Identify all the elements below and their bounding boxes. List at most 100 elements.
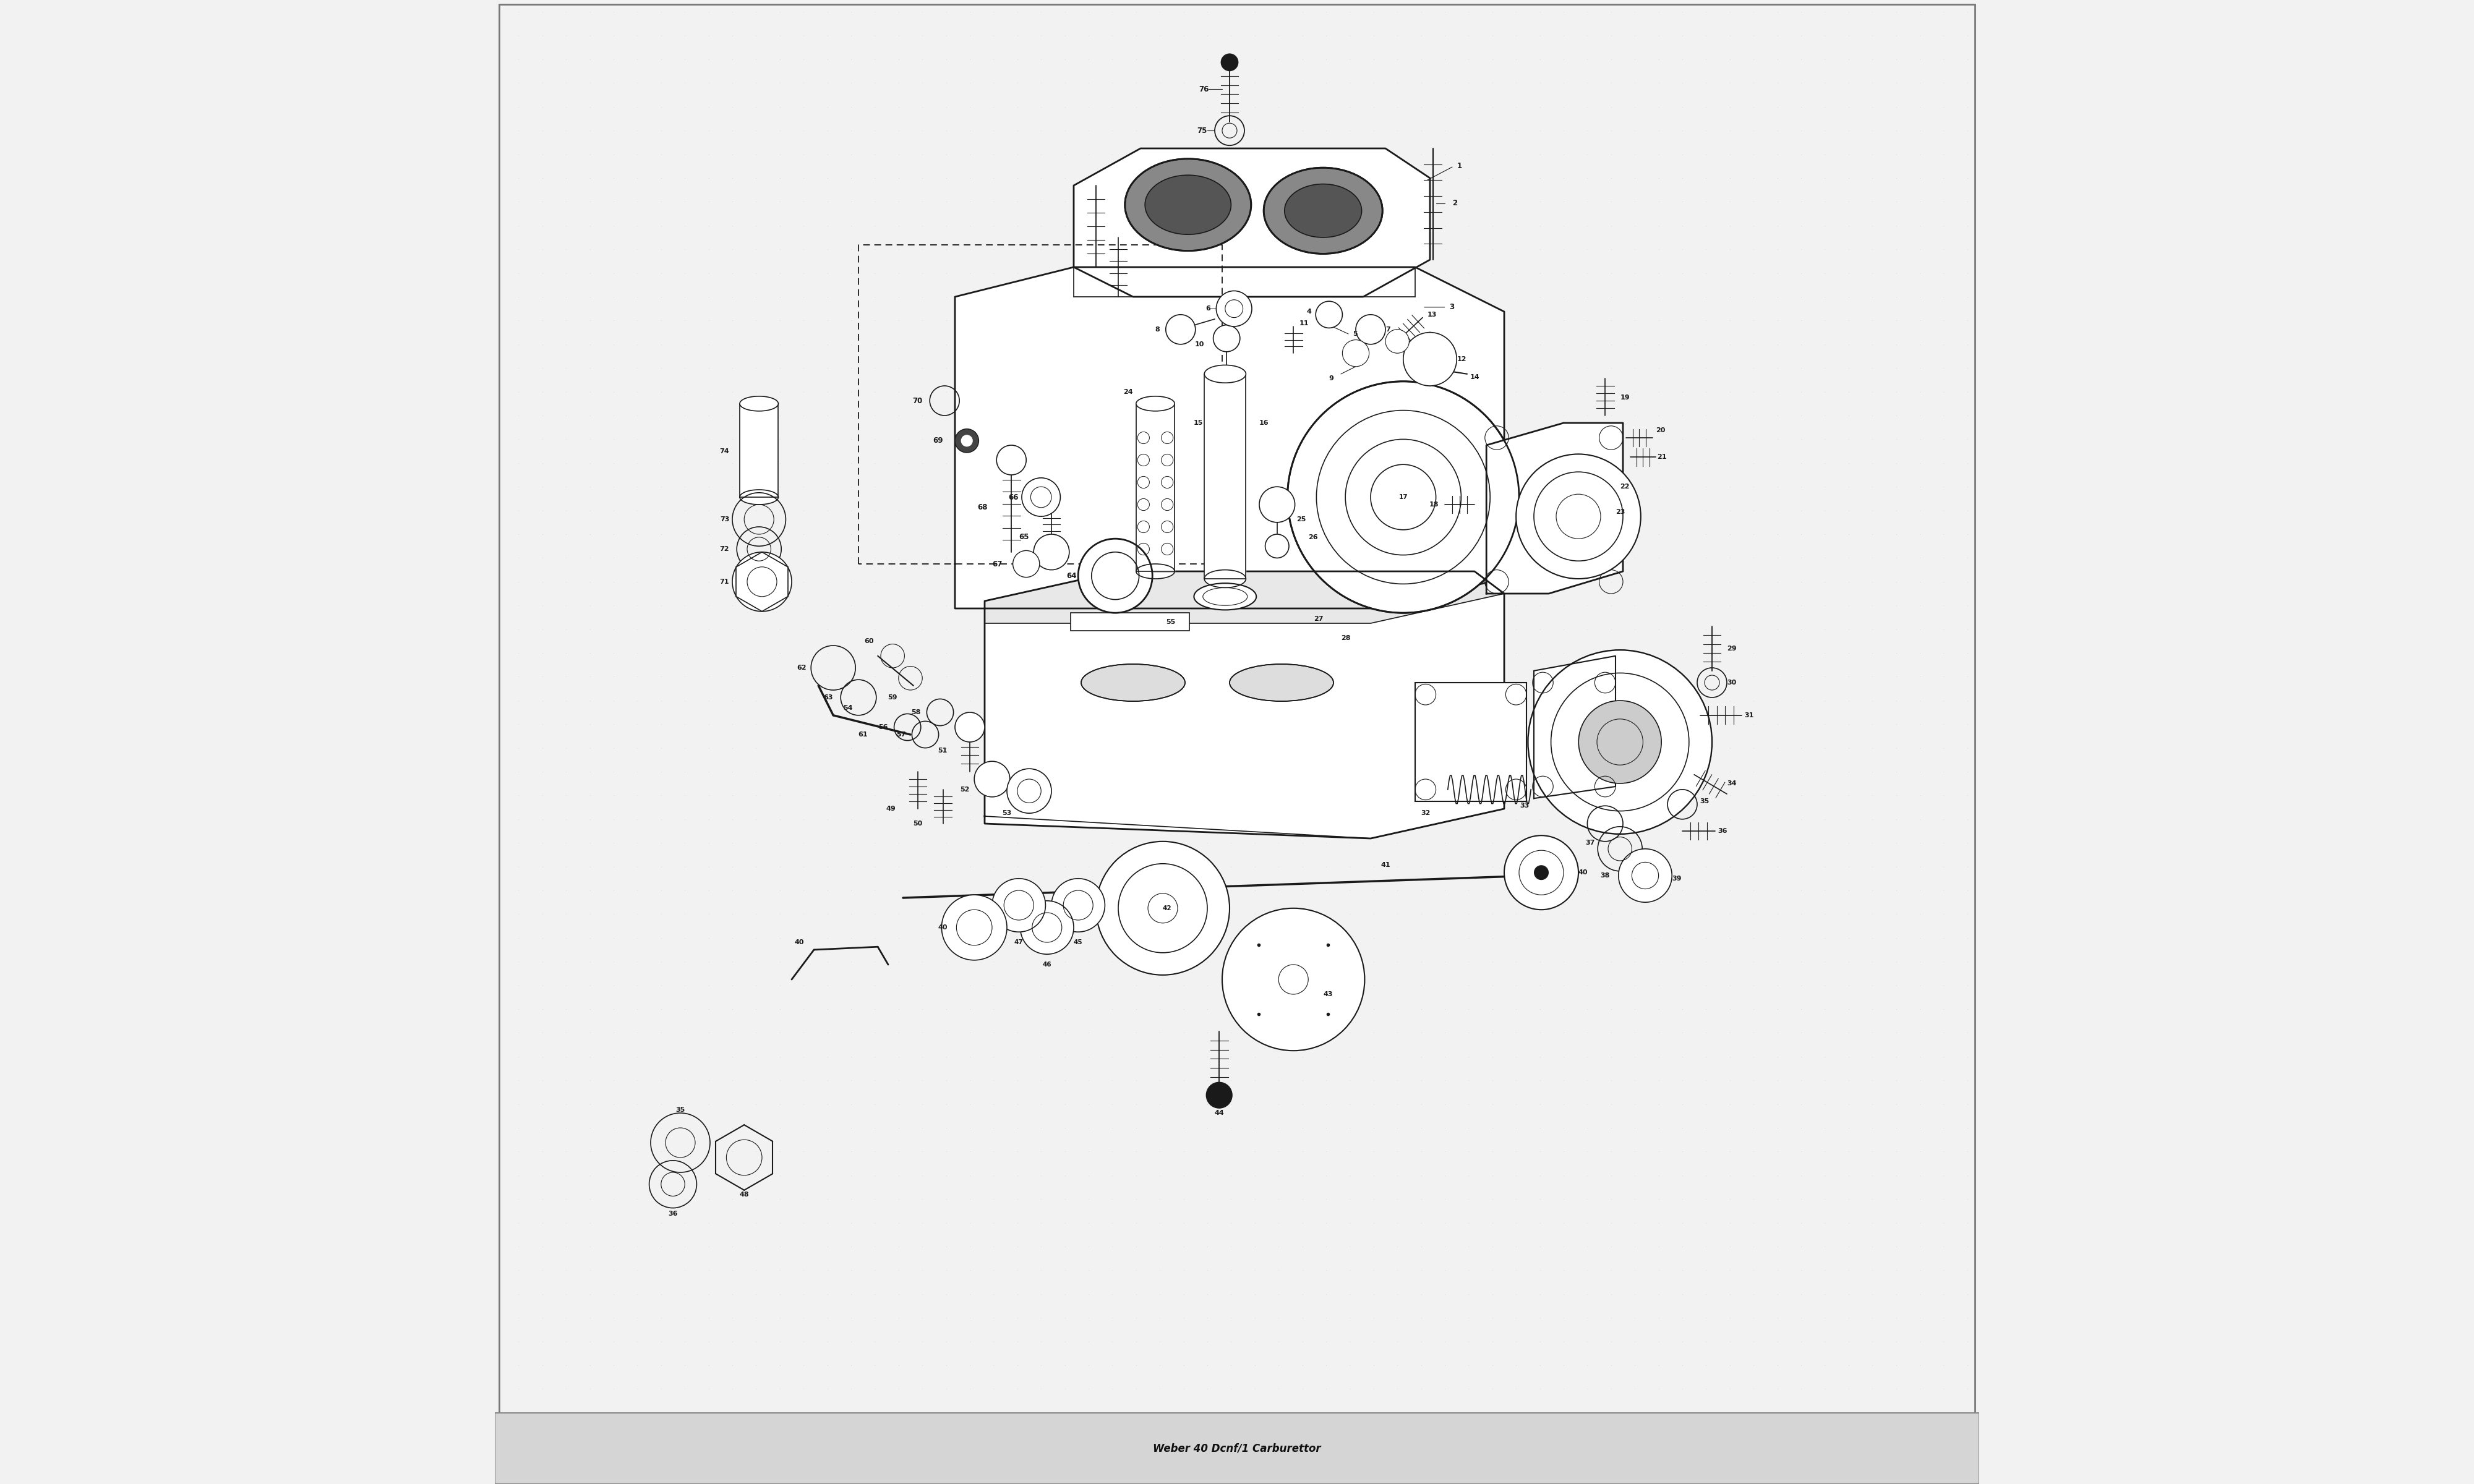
- Text: 57: 57: [896, 732, 905, 738]
- Text: 35: 35: [675, 1107, 685, 1113]
- Text: 50: 50: [913, 821, 923, 827]
- Text: 3: 3: [1450, 303, 1455, 312]
- Circle shape: [732, 552, 792, 611]
- Text: 30: 30: [1727, 680, 1737, 686]
- Circle shape: [1316, 301, 1343, 328]
- Text: 7: 7: [1385, 326, 1390, 332]
- Text: 40: 40: [794, 939, 804, 945]
- Text: 25: 25: [1296, 516, 1306, 522]
- Circle shape: [1403, 332, 1457, 386]
- Text: 13: 13: [1427, 312, 1437, 318]
- Text: 28: 28: [1341, 635, 1351, 641]
- Text: 56: 56: [878, 724, 888, 730]
- Ellipse shape: [1081, 665, 1185, 700]
- Circle shape: [997, 445, 1027, 475]
- Text: 61: 61: [858, 732, 868, 738]
- Text: 45: 45: [1074, 939, 1084, 945]
- Text: 20: 20: [1655, 427, 1665, 433]
- Text: 54: 54: [844, 705, 854, 711]
- Circle shape: [1165, 315, 1195, 344]
- Text: 62: 62: [797, 665, 807, 671]
- Text: 4: 4: [1306, 309, 1311, 315]
- Text: 49: 49: [886, 806, 896, 812]
- Bar: [1071, 613, 1190, 631]
- Circle shape: [1534, 865, 1549, 880]
- Ellipse shape: [1136, 564, 1175, 579]
- Circle shape: [1356, 315, 1385, 344]
- Text: 72: 72: [720, 546, 730, 552]
- Text: 36: 36: [1717, 828, 1727, 834]
- Text: 71: 71: [720, 579, 730, 585]
- Circle shape: [1618, 849, 1672, 902]
- Text: 22: 22: [1620, 484, 1630, 490]
- Text: 73: 73: [720, 516, 730, 522]
- Text: 18: 18: [1430, 502, 1440, 508]
- Circle shape: [1212, 325, 1239, 352]
- Ellipse shape: [1205, 570, 1247, 588]
- Bar: [495, 1413, 1979, 1484]
- Ellipse shape: [1126, 159, 1252, 251]
- Circle shape: [1286, 381, 1519, 613]
- Text: 26: 26: [1309, 534, 1319, 540]
- Text: 52: 52: [960, 787, 970, 792]
- Text: 1: 1: [1457, 162, 1462, 171]
- Ellipse shape: [1145, 175, 1232, 234]
- Text: 65: 65: [1019, 533, 1029, 542]
- Text: 11: 11: [1299, 321, 1309, 326]
- Text: 74: 74: [720, 448, 730, 454]
- Circle shape: [1222, 908, 1366, 1051]
- Polygon shape: [1487, 423, 1623, 594]
- Text: 46: 46: [1042, 962, 1051, 968]
- Text: 40: 40: [938, 925, 948, 930]
- Circle shape: [1343, 340, 1368, 367]
- Text: 12: 12: [1457, 356, 1467, 362]
- Text: 75: 75: [1197, 126, 1207, 135]
- Ellipse shape: [1284, 184, 1361, 237]
- Polygon shape: [1074, 148, 1430, 297]
- Text: 8: 8: [1155, 326, 1160, 332]
- Circle shape: [1079, 539, 1153, 613]
- Circle shape: [1385, 329, 1410, 353]
- Text: 5: 5: [1353, 331, 1358, 337]
- Circle shape: [975, 761, 1009, 797]
- Text: 69: 69: [933, 436, 943, 445]
- Text: 48: 48: [740, 1192, 750, 1198]
- Text: 29: 29: [1727, 646, 1737, 651]
- Circle shape: [1504, 835, 1578, 910]
- Ellipse shape: [1195, 583, 1257, 610]
- Text: 47: 47: [1014, 939, 1024, 945]
- Text: 60: 60: [863, 638, 873, 644]
- Text: 39: 39: [1672, 876, 1682, 881]
- Ellipse shape: [1205, 365, 1247, 383]
- Circle shape: [1096, 841, 1230, 975]
- Text: 43: 43: [1324, 991, 1333, 997]
- Text: 33: 33: [1519, 803, 1529, 809]
- Circle shape: [1051, 879, 1106, 932]
- Text: 36: 36: [668, 1211, 678, 1217]
- Text: 17: 17: [1398, 494, 1408, 500]
- Polygon shape: [740, 404, 779, 497]
- Text: 32: 32: [1420, 810, 1430, 816]
- Text: 64: 64: [1066, 571, 1076, 580]
- Text: Weber 40 Dcnf/1 Carburettor: Weber 40 Dcnf/1 Carburettor: [1153, 1442, 1321, 1454]
- Circle shape: [1578, 700, 1663, 784]
- Text: 6: 6: [1205, 306, 1210, 312]
- Text: 58: 58: [910, 709, 920, 715]
- Text: 10: 10: [1195, 341, 1205, 347]
- Circle shape: [1220, 53, 1239, 71]
- Text: 34: 34: [1727, 781, 1737, 787]
- Text: 55: 55: [1165, 619, 1175, 625]
- Polygon shape: [1534, 656, 1616, 798]
- Circle shape: [1022, 478, 1061, 516]
- Text: 42: 42: [1163, 905, 1173, 911]
- Ellipse shape: [1136, 396, 1175, 411]
- Circle shape: [1034, 534, 1069, 570]
- Ellipse shape: [740, 490, 779, 505]
- Text: 35: 35: [1700, 798, 1710, 804]
- Text: 24: 24: [1123, 389, 1133, 395]
- Polygon shape: [1205, 374, 1247, 579]
- Text: 53: 53: [1002, 810, 1012, 816]
- Text: 14: 14: [1470, 374, 1479, 380]
- Circle shape: [943, 895, 1007, 960]
- Circle shape: [960, 435, 972, 447]
